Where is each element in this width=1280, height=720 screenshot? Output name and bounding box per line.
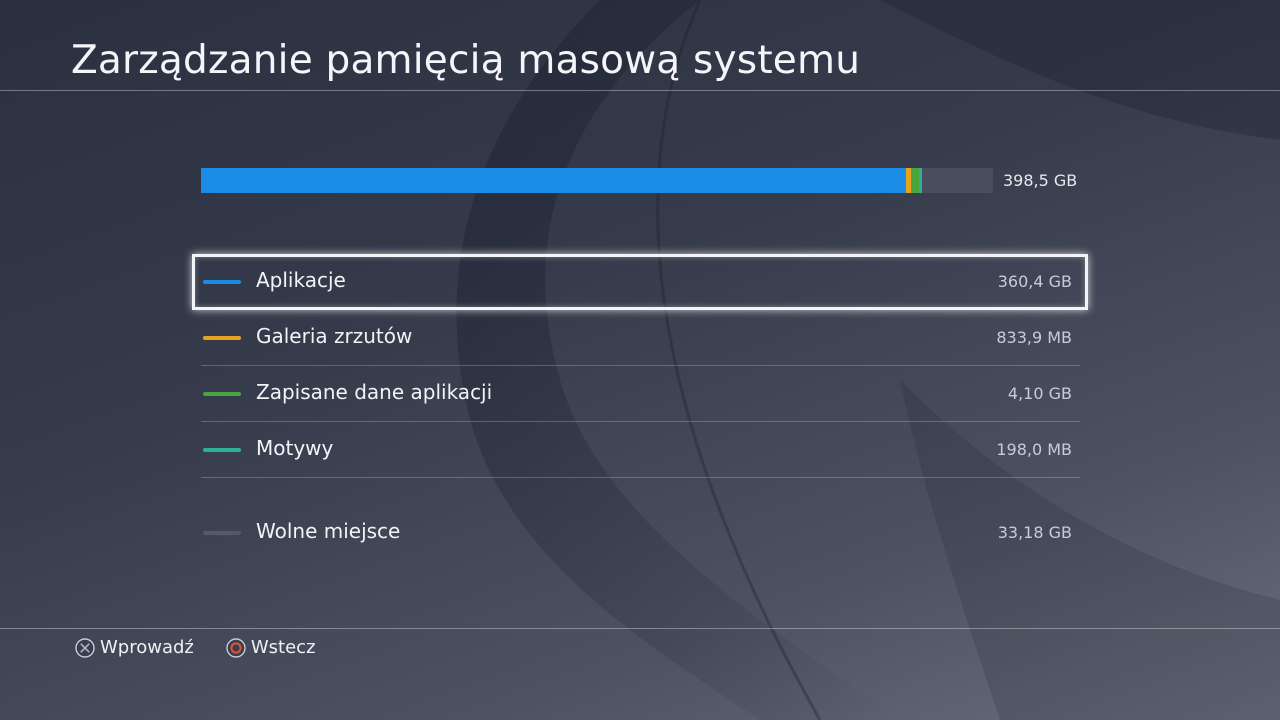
category-label: Motywy — [256, 436, 334, 460]
enter-hint[interactable]: Wprowadź — [75, 637, 194, 658]
category-row-wolne-miejsce[interactable]: Wolne miejsce 33,18 GB — [192, 505, 1088, 561]
storage-total-label: 398,5 GB — [1003, 171, 1078, 190]
category-label: Aplikacje — [256, 268, 346, 292]
category-label: Galeria zrzutów — [256, 324, 413, 348]
category-color-swatch — [203, 448, 241, 452]
category-row-galeria-zrzutow[interactable]: Galeria zrzutów 833,9 MB — [192, 310, 1088, 366]
category-size: 360,4 GB — [997, 272, 1072, 291]
category-color-swatch — [203, 336, 241, 340]
category-color-swatch — [203, 392, 241, 396]
cross-button-icon — [75, 637, 95, 658]
category-size: 833,9 MB — [996, 328, 1072, 347]
footer-divider — [0, 628, 1280, 629]
back-hint[interactable]: Wstecz — [226, 637, 316, 658]
storage-segment-0 — [201, 168, 906, 193]
category-row-aplikacje[interactable]: Aplikacje 360,4 GB — [192, 254, 1088, 310]
storage-segment-4 — [922, 168, 993, 193]
category-row-zapisane-dane[interactable]: Zapisane dane aplikacji 4,10 GB — [192, 366, 1088, 422]
back-label: Wstecz — [250, 637, 316, 658]
category-size: 198,0 MB — [996, 440, 1072, 459]
category-color-swatch — [203, 531, 241, 535]
storage-segment-2 — [910, 168, 920, 193]
category-size: 4,10 GB — [1007, 384, 1072, 403]
header-divider — [0, 90, 1280, 91]
storage-category-list: Aplikacje 360,4 GB Galeria zrzutów 833,9… — [192, 254, 1088, 561]
category-label: Zapisane dane aplikacji — [256, 380, 493, 404]
category-label: Wolne miejsce — [256, 519, 401, 543]
storage-segment-3 — [919, 168, 923, 193]
storage-usage-bar — [201, 168, 993, 193]
enter-label: Wprowadź — [100, 637, 194, 658]
category-color-swatch — [203, 280, 241, 284]
circle-button-icon — [226, 637, 246, 658]
button-hints: Wprowadź Wstecz — [75, 637, 348, 658]
page-title: Zarządzanie pamięcią masową systemu — [71, 38, 861, 83]
category-size: 33,18 GB — [997, 523, 1072, 542]
category-row-motywy[interactable]: Motywy 198,0 MB — [192, 422, 1088, 478]
storage-segment-1 — [905, 168, 911, 193]
